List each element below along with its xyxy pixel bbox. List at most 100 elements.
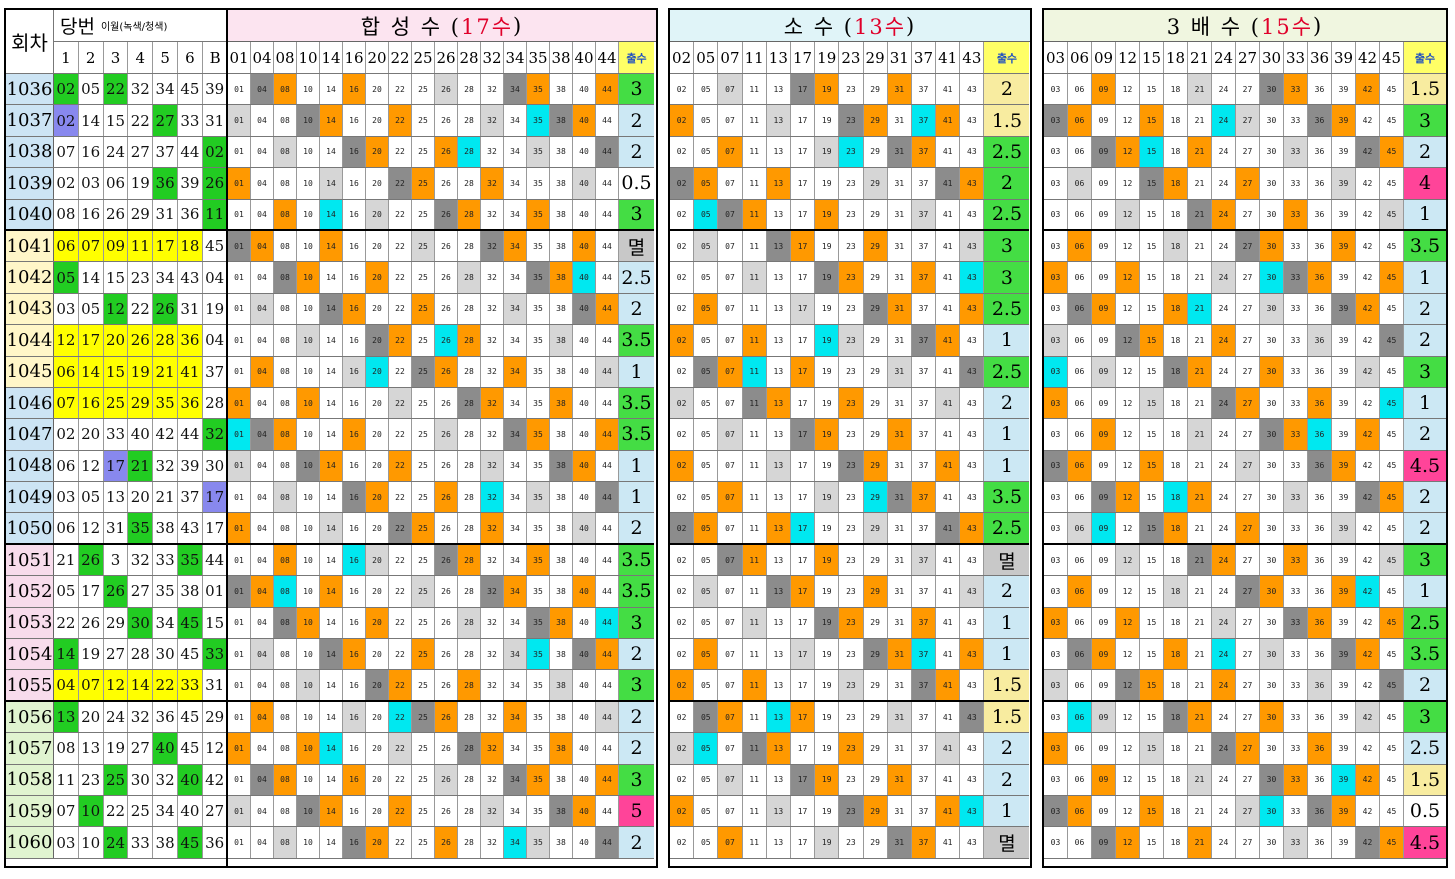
sam-cell: 12 xyxy=(1116,670,1140,700)
sam-cell: 24 xyxy=(1212,136,1236,168)
sam-cell: 03 xyxy=(1044,230,1068,262)
sam-cell: 15 xyxy=(1140,419,1164,450)
hap-cell: 14 xyxy=(320,356,343,387)
sam-col-header: 39 xyxy=(1332,42,1356,73)
round-number: 1052 xyxy=(6,576,54,607)
hap-cell: 32 xyxy=(481,795,504,827)
sam-cell: 18 xyxy=(1164,513,1188,543)
so-cell: 11 xyxy=(742,168,767,199)
hap-cell: 38 xyxy=(550,795,573,827)
winning-number: 02 xyxy=(54,74,79,105)
winning-number: 45 xyxy=(177,74,203,105)
hap-cell: 38 xyxy=(550,607,573,639)
so-cell: 37 xyxy=(911,450,937,482)
winning-number: 21 xyxy=(153,356,178,387)
so-cell: 05 xyxy=(694,136,719,168)
sam-cell: 39 xyxy=(1332,293,1356,325)
sam-cell: 42 xyxy=(1356,387,1380,419)
so-cell: 19 xyxy=(815,356,840,387)
so-cell: 41 xyxy=(936,230,961,262)
sam-cell: 03 xyxy=(1044,325,1068,356)
hap-cell: 08 xyxy=(274,733,297,764)
so-cell: 19 xyxy=(815,74,840,105)
hap-cell: 25 xyxy=(412,576,435,607)
sam-cell: 39 xyxy=(1332,701,1356,733)
sam-cell: 36 xyxy=(1308,136,1332,168)
winning-number: 03 xyxy=(54,482,79,513)
so-row: 02 05 07 11 13 17 19 23 29 31 37 41 43 2 xyxy=(670,733,1030,765)
sam-cell: 33 xyxy=(1284,482,1308,513)
so-cell: 43 xyxy=(960,827,985,858)
bonus-number: 11 xyxy=(202,199,228,229)
sam-cell: 27 xyxy=(1236,513,1260,543)
round-number: 1054 xyxy=(6,639,54,670)
sam-out-value: 4 xyxy=(1404,168,1446,199)
sam-cell: 36 xyxy=(1308,576,1332,607)
so-cell: 19 xyxy=(815,168,840,199)
hap-cell: 04 xyxy=(251,230,274,262)
winning-number: 06 xyxy=(54,513,79,543)
so-cell: 37 xyxy=(911,74,937,105)
so-cell: 02 xyxy=(670,701,695,733)
winning-number: 32 xyxy=(128,544,154,576)
round-row: 1038 07 16 24 27 37 44 02 xyxy=(6,136,228,169)
sam-cell: 27 xyxy=(1236,827,1260,858)
hap-cell: 04 xyxy=(251,544,274,576)
hap-cell: 16 xyxy=(343,325,366,356)
winning-number: 23 xyxy=(128,262,154,293)
sam-cell: 18 xyxy=(1164,230,1188,262)
sam-cell: 36 xyxy=(1308,482,1332,513)
hap-row: 01 04 08 10 14 16 20 22 25 26 28 32 34 35 38 40 44 3 xyxy=(228,670,654,702)
so-cell: 02 xyxy=(670,419,695,450)
so-cell: 11 xyxy=(742,74,767,105)
hap-row: 01 04 08 10 14 16 20 22 25 26 28 32 34 35 38 40 44 3.5 xyxy=(228,387,654,420)
sam-cell: 33 xyxy=(1284,764,1308,795)
sam-cell: 03 xyxy=(1044,168,1068,199)
so-row: 02 05 07 11 13 17 19 23 29 31 37 41 43 2.5 xyxy=(670,199,1030,231)
sam-cell: 39 xyxy=(1332,576,1356,607)
sam-row: 03 06 09 12 15 18 21 24 27 30 33 36 39 42 45 2 xyxy=(1044,136,1446,169)
sam-cell: 33 xyxy=(1284,356,1308,387)
so-cell: 17 xyxy=(790,356,816,387)
sam-cell: 27 xyxy=(1236,199,1260,229)
sam-cell: 18 xyxy=(1164,136,1188,168)
winning-number: 44 xyxy=(177,419,203,450)
hap-cell: 38 xyxy=(550,482,573,513)
winning-number: 25 xyxy=(128,795,154,827)
hap-cell: 44 xyxy=(596,795,619,827)
so-cell: 11 xyxy=(742,325,767,356)
so-cell: 05 xyxy=(694,230,719,262)
so-cell: 23 xyxy=(839,639,864,670)
sam-cell: 12 xyxy=(1116,544,1140,576)
sam-cell: 45 xyxy=(1380,419,1404,450)
hap-cell: 26 xyxy=(435,230,458,262)
so-cell: 29 xyxy=(863,639,888,670)
hap-cell: 26 xyxy=(435,544,458,576)
winning-number: 36 xyxy=(153,168,178,199)
hap-cell: 20 xyxy=(366,168,389,199)
so-cell: 37 xyxy=(911,105,937,136)
hap-cell: 26 xyxy=(435,607,458,639)
sam-cell: 03 xyxy=(1044,513,1068,543)
winning-number: 26 xyxy=(103,199,129,229)
hap-cell: 34 xyxy=(504,168,527,199)
sam-cell: 09 xyxy=(1092,168,1116,199)
round-number: 1060 xyxy=(6,827,54,858)
sam-out-value: 1.5 xyxy=(1404,764,1446,795)
hap-cell: 14 xyxy=(320,827,343,858)
hap-cell: 20 xyxy=(366,827,389,858)
hap-cell: 44 xyxy=(596,419,619,450)
sam-cell: 12 xyxy=(1116,795,1140,827)
sam-cell: 15 xyxy=(1140,764,1164,795)
winning-number: 20 xyxy=(128,482,154,513)
so-out-value: 2 xyxy=(984,576,1030,607)
hap-cell: 35 xyxy=(527,733,550,764)
sam-cell: 30 xyxy=(1260,576,1284,607)
hap-cell: 22 xyxy=(389,136,412,168)
sam-cell: 45 xyxy=(1380,827,1404,858)
sam-cell: 33 xyxy=(1284,168,1308,199)
sam-cell: 45 xyxy=(1380,733,1404,764)
hap-cell: 32 xyxy=(481,482,504,513)
hap-cell: 35 xyxy=(527,670,550,700)
hap-cell: 08 xyxy=(274,387,297,419)
